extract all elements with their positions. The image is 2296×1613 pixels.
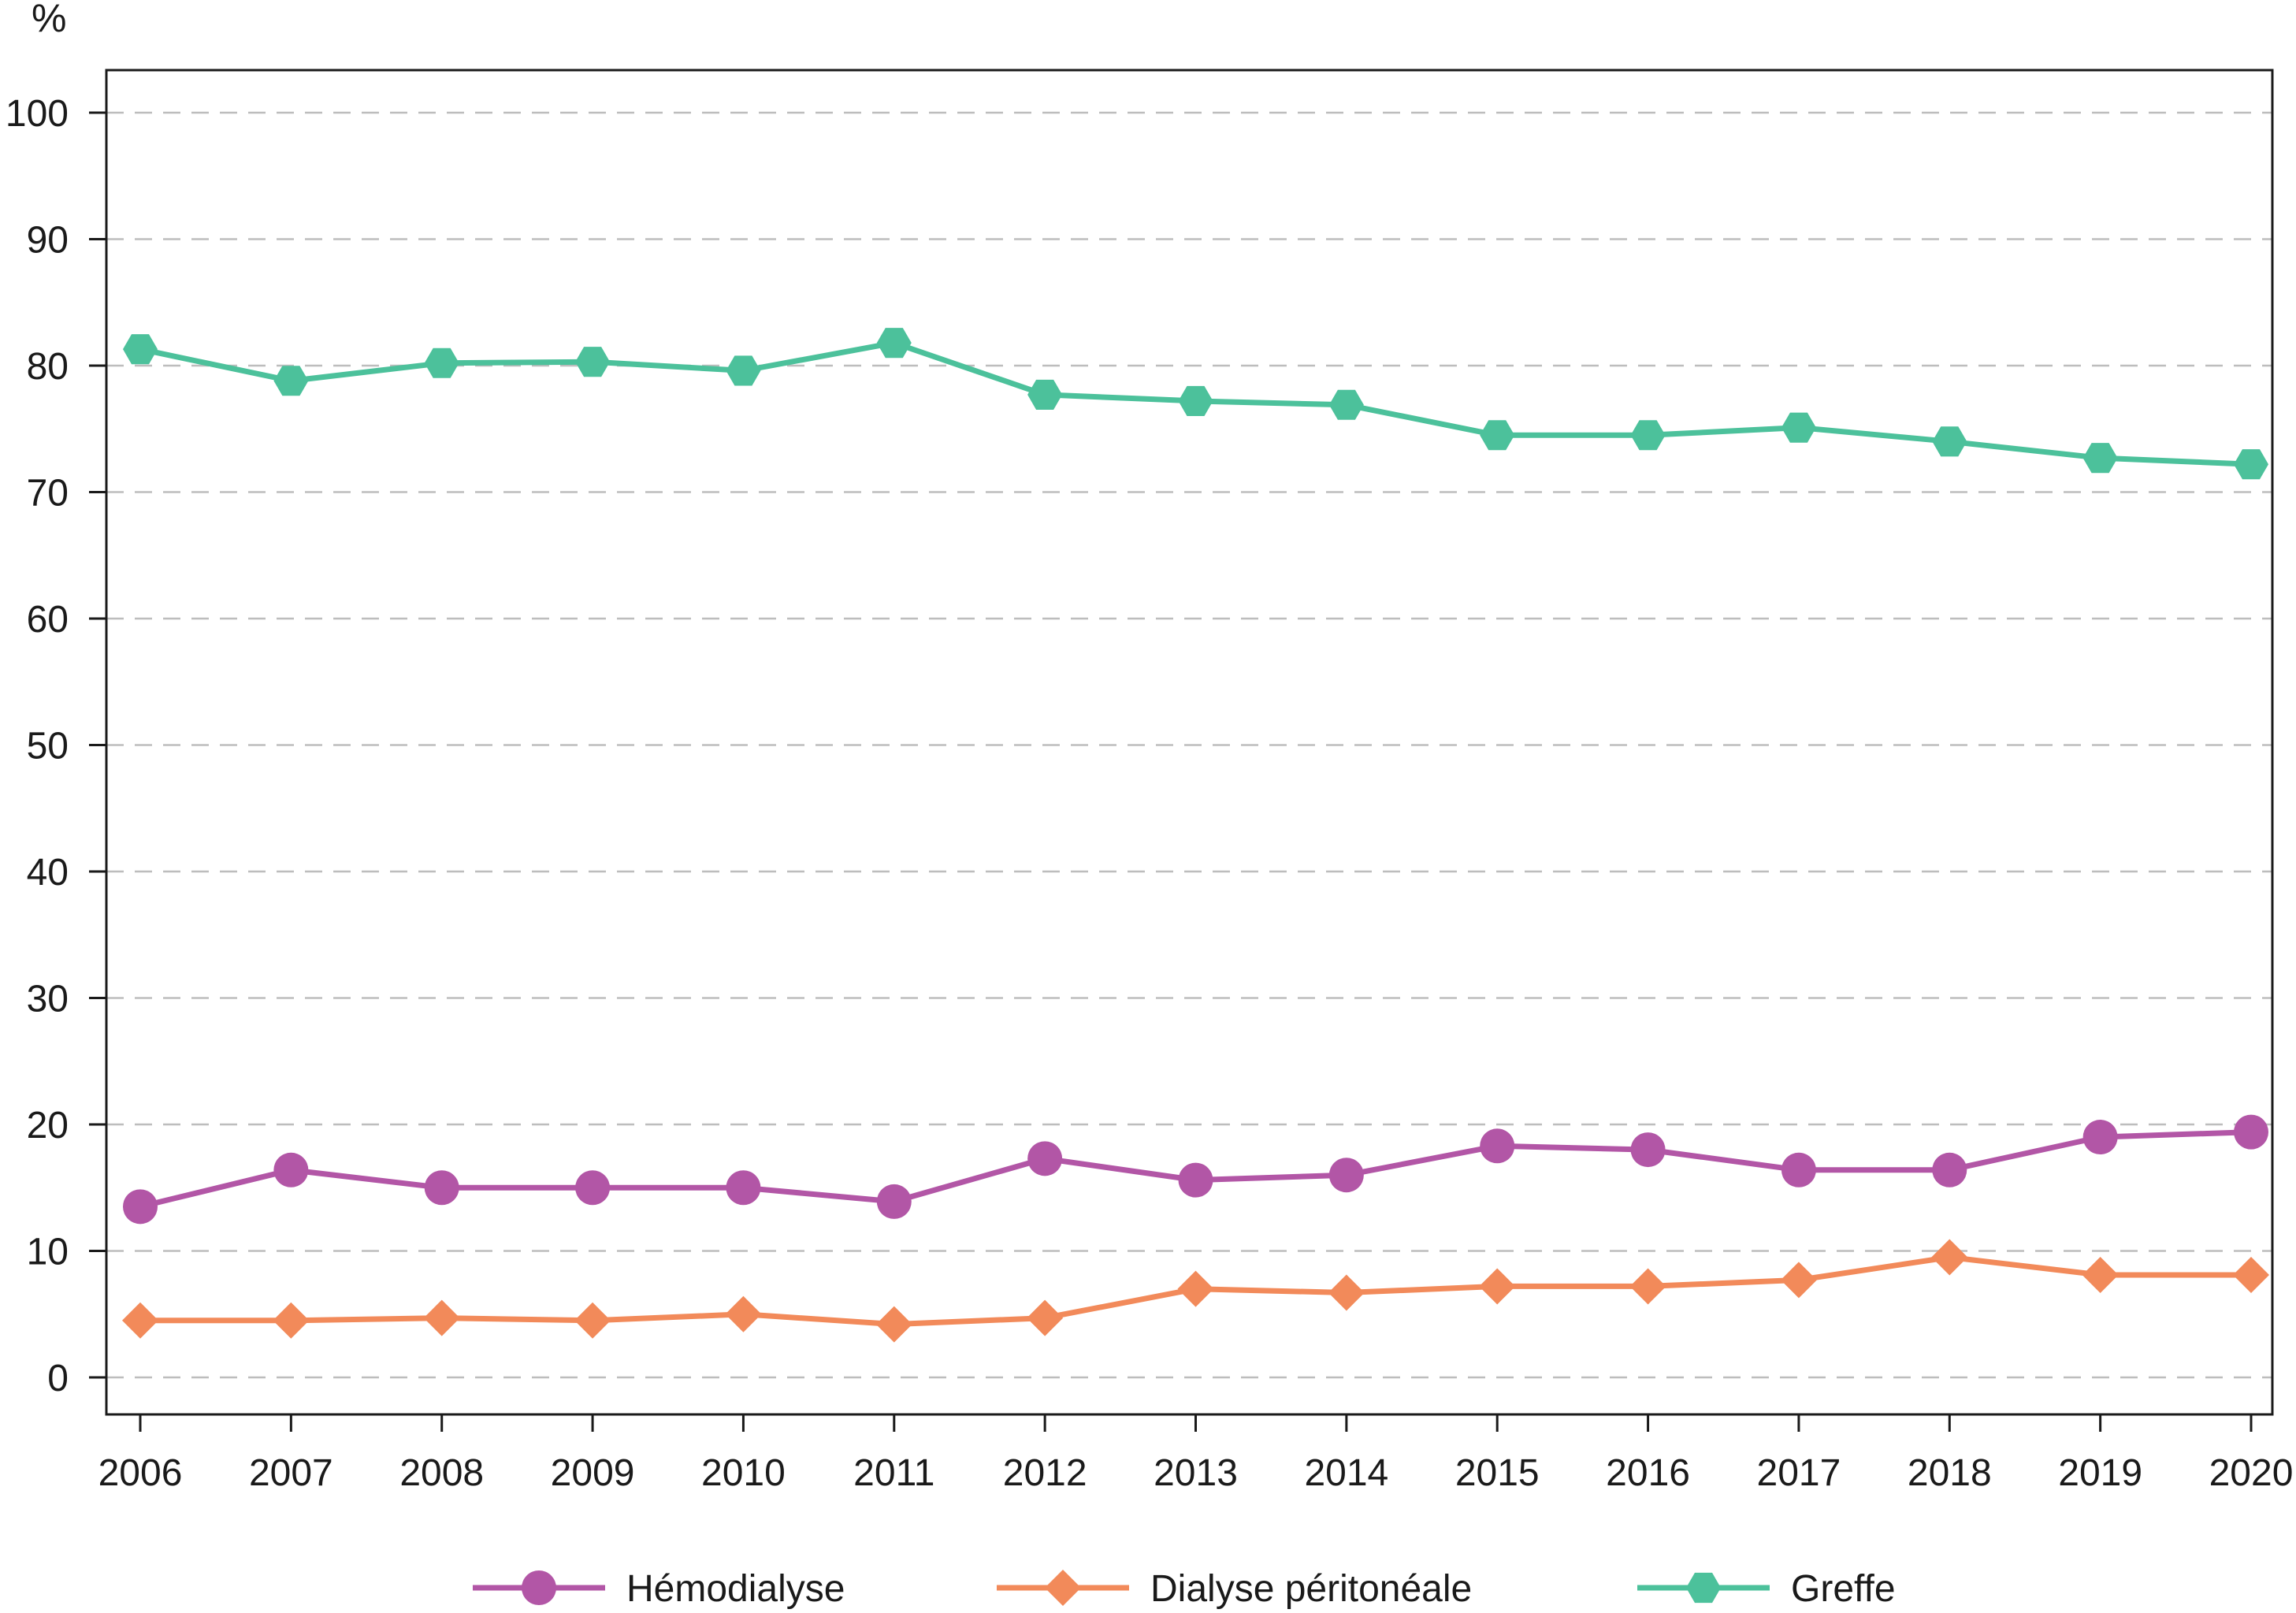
x-tick-label: 2019	[2058, 1452, 2142, 1494]
legend-marker	[1045, 1570, 1081, 1606]
legend-item-1: Dialyse péritonéale	[997, 1568, 1472, 1610]
y-tick-label: 70	[27, 473, 69, 515]
y-tick-label: 60	[27, 599, 69, 641]
legend-label: Hémodialyse	[626, 1568, 845, 1610]
data-point	[876, 1184, 912, 1219]
data-point	[574, 1302, 611, 1339]
data-point	[725, 1295, 762, 1332]
legend-marker	[522, 1570, 556, 1605]
data-point	[1932, 426, 1967, 457]
y-tick-label: 20	[27, 1105, 69, 1147]
x-tick-label: 2010	[701, 1452, 786, 1494]
y-axis: 0 10 20 30 40 50 60 70 80 90 100	[6, 93, 106, 1399]
x-tick-label: 2020	[2209, 1452, 2294, 1494]
data-point	[1027, 1141, 1063, 1176]
x-tick-label: 2006	[98, 1452, 183, 1494]
data-point	[1781, 412, 1816, 443]
data-point	[2234, 1114, 2268, 1150]
x-tick-label: 2013	[1154, 1452, 1238, 1494]
x-tick-label: 2017	[1757, 1452, 1841, 1494]
data-point	[273, 1152, 309, 1187]
data-point	[1328, 1274, 1365, 1311]
data-point	[1480, 420, 1515, 451]
y-tick-label: 90	[27, 220, 69, 262]
y-tick-label: 50	[27, 726, 69, 767]
series-1	[122, 1239, 2269, 1343]
legend-item-2: Greffe	[1637, 1568, 1896, 1610]
data-point	[123, 334, 158, 365]
legend: Hémodialyse Dialyse péritonéale Greffe	[473, 1568, 1896, 1610]
data-point	[726, 355, 761, 386]
x-tick-label: 2016	[1606, 1452, 1690, 1494]
data-point	[2233, 1256, 2269, 1293]
data-point	[575, 347, 611, 377]
legend-marker	[1686, 1572, 1721, 1604]
data-point	[726, 1170, 761, 1206]
data-point	[122, 1302, 158, 1339]
x-tick-label: 2015	[1455, 1452, 1540, 1494]
data-point	[1479, 1268, 1516, 1305]
data-point	[424, 1170, 459, 1206]
y-tick-label: 10	[27, 1232, 69, 1273]
y-tick-label: 100	[6, 93, 69, 135]
data-point	[1780, 1262, 1817, 1299]
y-tick-label: 0	[47, 1358, 69, 1399]
data-point	[2082, 1120, 2118, 1155]
data-point	[1027, 1299, 1064, 1336]
x-axis: 2006 2007 2008 2009 2010 2011 2012 2013 2014 2015…	[98, 1414, 2294, 1494]
gridlines	[106, 111, 2272, 1379]
x-tick-label: 2008	[399, 1452, 484, 1494]
x-tick-label: 2011	[853, 1452, 934, 1494]
data-point	[1931, 1239, 1968, 1276]
plot-frame	[105, 69, 2274, 1416]
data-point	[2234, 449, 2268, 480]
legend-label: Dialyse péritonéale	[1150, 1568, 1472, 1610]
data-point	[424, 348, 459, 378]
data-point	[1178, 385, 1213, 416]
data-point	[423, 1299, 460, 1336]
data-point	[1630, 1132, 1666, 1168]
data-point	[273, 366, 309, 396]
data-point	[1178, 1162, 1213, 1198]
x-tick-label: 2007	[249, 1452, 333, 1494]
data-point	[1177, 1270, 1214, 1307]
data-point	[123, 1189, 158, 1225]
y-tick-label: 40	[27, 852, 69, 894]
data-point	[875, 1306, 912, 1343]
data-point	[2082, 1256, 2119, 1293]
data-point	[876, 328, 912, 359]
data-point	[1328, 389, 1364, 420]
series-0	[123, 1114, 2268, 1225]
series-group	[122, 328, 2269, 1343]
data-point	[1480, 1128, 1515, 1164]
series-2	[123, 328, 2268, 480]
y-tick-label: 80	[27, 346, 69, 388]
data-point	[1781, 1152, 1816, 1187]
x-tick-label: 2018	[1908, 1452, 1992, 1494]
data-point	[575, 1170, 611, 1206]
data-point	[1328, 1158, 1364, 1193]
legend-label: Greffe	[1791, 1568, 1896, 1610]
data-point	[1630, 420, 1666, 451]
x-tick-label: 2009	[551, 1452, 635, 1494]
data-point	[1932, 1152, 1967, 1187]
legend-item-0: Hémodialyse	[473, 1568, 845, 1610]
x-tick-label: 2012	[1003, 1452, 1087, 1494]
data-point	[1027, 379, 1063, 410]
y-axis-unit-label: %	[32, 0, 66, 40]
y-tick-label: 30	[27, 979, 69, 1020]
x-tick-label: 2014	[1304, 1452, 1388, 1494]
data-point	[273, 1302, 310, 1339]
data-point	[1629, 1268, 1666, 1305]
data-point	[2082, 443, 2118, 474]
